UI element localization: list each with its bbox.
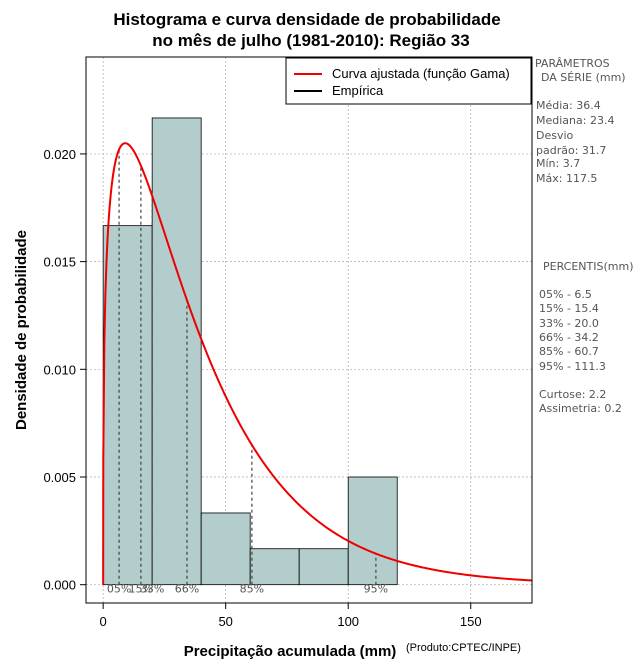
percentile-label: 85%	[240, 583, 264, 596]
percentile-label: 95%	[364, 583, 388, 596]
stat-line: Mediana: 23.4	[536, 114, 614, 127]
y-tick-label: 0.000	[43, 578, 76, 593]
histogram-bar	[249, 548, 300, 586]
chart-title-line-2: no mês de julho (1981-2010): Região 33	[152, 31, 469, 50]
percentile-label: 33%	[140, 583, 164, 596]
histogram-bar	[102, 225, 153, 586]
x-tick-label: 100	[337, 614, 359, 629]
percentile-label: 66%	[175, 583, 199, 596]
histogram-bar	[200, 512, 251, 586]
plot-frame	[85, 56, 533, 604]
params-title-2: DA SÉRIE (mm)	[541, 71, 626, 84]
assimetria-line: Assimetria: 0.2	[539, 402, 622, 415]
legend: Curva ajustada (função Gama) Empírica	[285, 57, 532, 105]
curtose-line: Curtose: 2.2	[539, 388, 606, 401]
legend-label-empirical: Empírica	[332, 83, 384, 98]
histogram-bar	[347, 476, 398, 586]
credit-label: (Produto:CPTEC/INPE)	[406, 642, 521, 654]
gamma-curve	[102, 142, 533, 585]
x-tick-label: 0	[100, 614, 107, 629]
gamma-curve-layer	[102, 142, 533, 585]
percentil-line: 33% - 20.0	[539, 317, 599, 330]
histogram-bars	[102, 117, 398, 586]
percentis-title: PERCENTIS(mm)	[543, 260, 634, 273]
percentil-line: 66% - 34.2	[539, 331, 599, 344]
y-tick-label: 0.020	[43, 147, 76, 162]
percentil-line: 85% - 60.7	[539, 345, 599, 358]
histogram-bar	[298, 548, 349, 586]
x-axis-title: Precipitação acumulada (mm)	[184, 643, 397, 660]
percentil-line: 05% - 6.5	[539, 288, 592, 301]
params-title-1: PARÂMETROS	[535, 57, 610, 70]
x-tick-label: 150	[460, 614, 482, 629]
side-panel: PARÂMETROS DA SÉRIE (mm) Média: 36.4 Med…	[535, 57, 634, 415]
stat-line: Mín: 3.7	[536, 157, 580, 170]
stat-line: Desvio	[536, 129, 574, 142]
percentil-line: 95% - 111.3	[539, 360, 606, 373]
percentile-label: 15%	[129, 583, 153, 596]
axes: 0 50 100 150 0.000 0.005 0.010 0.015 0.020	[43, 147, 481, 629]
legend-label-curve: Curva ajustada (função Gama)	[332, 66, 510, 81]
x-tick-label: 50	[218, 614, 232, 629]
y-axis-title: Densidade de probabilidade	[13, 230, 30, 430]
legend-box	[285, 57, 532, 105]
histogram-bar	[151, 117, 202, 586]
y-tick-label: 0.015	[43, 255, 76, 270]
stat-line: Média: 36.4	[536, 99, 601, 112]
y-tick-label: 0.005	[43, 470, 76, 485]
percentile-label: 05%	[107, 583, 131, 596]
percentil-line: 15% - 15.4	[539, 302, 599, 315]
percentile-lines: 05%15%33% 66% 85% 95%	[107, 149, 388, 596]
y-tick-label: 0.010	[43, 362, 76, 377]
stat-line: padrão: 31.7	[536, 144, 606, 157]
stat-line: Máx: 117.5	[536, 172, 597, 185]
chart-title-line-1: Histograma e curva densidade de probabil…	[113, 10, 500, 29]
